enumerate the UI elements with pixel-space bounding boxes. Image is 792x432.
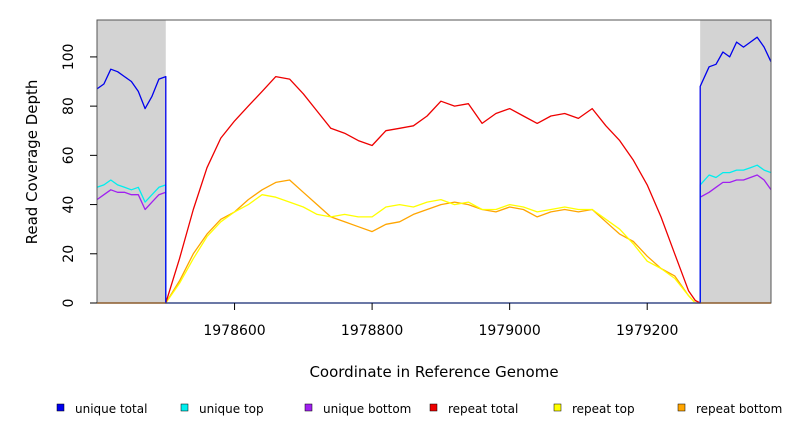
shaded-regions bbox=[97, 20, 771, 303]
y-tick-label: 20 bbox=[61, 245, 77, 263]
x-axis: 1978600 1978800 1979000 1979200 bbox=[203, 303, 678, 339]
y-tick-label: 80 bbox=[61, 97, 77, 115]
x-axis-title: Coordinate in Reference Genome bbox=[309, 363, 558, 381]
y-tick-label: 60 bbox=[61, 146, 77, 164]
legend-label-repeat-bottom: repeat bottom bbox=[696, 402, 782, 416]
legend-swatch-unique-top bbox=[180, 403, 189, 412]
shaded-region-2 bbox=[700, 20, 771, 303]
legend-label-repeat-total: repeat total bbox=[448, 402, 518, 416]
legend: unique total unique top unique bottom repea… bbox=[56, 402, 782, 416]
legend-swatch-repeat-total bbox=[429, 403, 438, 412]
x-tick-label: 1978800 bbox=[341, 323, 403, 339]
y-axis: 0 20 40 60 80 100 bbox=[61, 44, 97, 308]
shaded-region-1 bbox=[97, 20, 166, 303]
series-line-repeat-top bbox=[97, 194, 771, 304]
series-line-repeat-bottom bbox=[97, 179, 771, 304]
plot-frame bbox=[96, 19, 772, 304]
y-tick-label: 40 bbox=[61, 196, 77, 214]
y-axis-title: Read Coverage Depth bbox=[23, 80, 41, 245]
y-tick-label: 0 bbox=[61, 299, 77, 308]
legend-label-unique-total: unique total bbox=[75, 402, 147, 416]
x-tick-label: 1979000 bbox=[478, 323, 540, 339]
legend-label-repeat-top: repeat top bbox=[572, 402, 635, 416]
legend-swatch-unique-total bbox=[56, 403, 65, 412]
series-line-repeat-total bbox=[97, 75, 771, 304]
y-tick-label: 100 bbox=[61, 44, 77, 71]
legend-swatch-repeat-bottom bbox=[677, 403, 686, 412]
legend-swatch-unique-bottom bbox=[304, 403, 313, 412]
legend-swatch-repeat-top bbox=[553, 403, 562, 412]
legend-label-unique-top: unique top bbox=[199, 402, 264, 416]
x-tick-label: 1979200 bbox=[616, 323, 678, 339]
legend-label-unique-bottom: unique bottom bbox=[323, 402, 411, 416]
x-tick-label: 1978600 bbox=[203, 323, 265, 339]
